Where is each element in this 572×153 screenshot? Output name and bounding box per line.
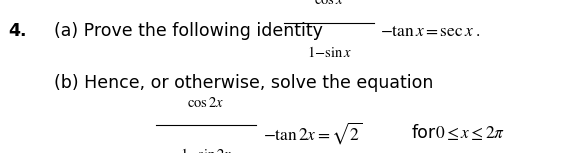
Text: 4.: 4. (9, 22, 27, 40)
Text: for: for (412, 124, 436, 142)
Text: $0{\leq}x{\leq}2\pi$: $0{\leq}x{\leq}2\pi$ (435, 124, 505, 142)
Text: (b) Hence, or otherwise, solve the equation: (b) Hence, or otherwise, solve the equat… (54, 74, 434, 92)
Text: (a) Prove the following identity: (a) Prove the following identity (54, 22, 323, 40)
Text: $-\mathrm{tan}\,x{=}\mathrm{sec}\,x\;.$: $-\mathrm{tan}\,x{=}\mathrm{sec}\,x\;.$ (380, 22, 481, 40)
Text: $\mathrm{1{-}sin\,2}x$: $\mathrm{1{-}sin\,2}x$ (180, 147, 232, 153)
Text: $\mathrm{cos\,2}x$: $\mathrm{cos\,2}x$ (188, 95, 224, 110)
Text: $-\mathrm{tan\,2}x{=}\sqrt{2}$: $-\mathrm{tan\,2}x{=}\sqrt{2}$ (263, 120, 363, 146)
Text: $\mathrm{1{-}sin}\,x$: $\mathrm{1{-}sin}\,x$ (307, 45, 351, 60)
Text: $\mathrm{cos}\,x$: $\mathrm{cos}\,x$ (314, 0, 344, 7)
